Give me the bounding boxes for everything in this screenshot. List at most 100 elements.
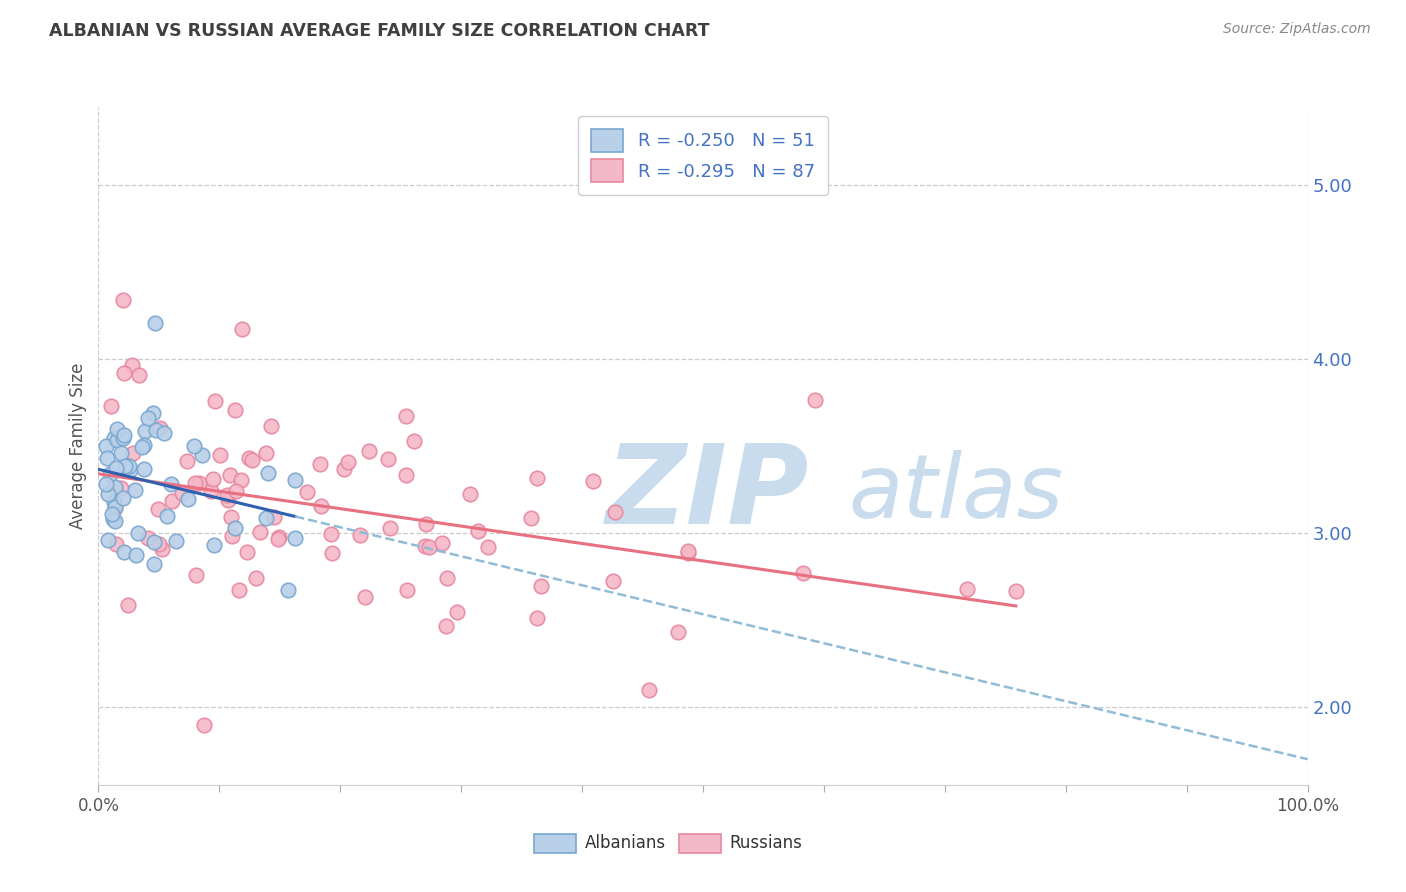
Point [165,534,187,549]
Point [219,509,242,524]
Point [415,540,437,554]
Point [118,462,141,476]
Point [107,434,129,448]
Point [200,484,222,499]
Point [260,419,283,434]
Point [114,459,136,474]
Point [803,393,825,408]
Point [477,540,499,554]
Point [436,618,458,632]
Point [96,477,118,491]
Point [666,624,689,639]
Point [184,567,207,582]
Point [235,545,257,559]
Point [136,531,159,545]
Point [240,453,263,467]
Point [309,457,332,471]
Point [225,484,247,499]
Point [526,611,548,625]
Point [100,399,122,413]
Point [378,521,401,535]
Point [254,511,277,525]
Point [112,491,135,506]
Point [112,427,135,442]
Point [110,481,132,495]
Point [228,583,250,598]
Point [142,407,165,421]
Point [333,462,356,476]
Point [396,583,419,598]
Point [183,476,205,491]
Point [134,424,156,438]
Point [520,511,543,525]
Point [467,524,489,539]
Point [104,500,127,515]
Point [395,409,418,423]
Point [605,505,627,519]
Point [676,544,699,558]
Point [229,473,252,487]
Point [446,605,468,619]
Point [221,529,243,543]
Point [103,495,125,509]
Point [249,525,271,540]
Point [1005,583,1028,598]
Point [190,448,212,462]
Point [309,499,332,513]
Point [956,582,979,596]
Point [319,526,342,541]
Point [204,393,226,408]
Point [176,454,198,468]
Point [337,455,360,469]
Point [357,443,380,458]
Point [354,590,377,604]
Point [122,446,145,460]
Point [188,476,211,491]
Point [134,461,156,475]
FancyBboxPatch shape [534,834,576,853]
Point [284,473,307,487]
Point [97,487,120,501]
Point [105,536,128,550]
Point [104,514,127,528]
Point [148,502,170,516]
Point [193,718,215,732]
Point [269,530,291,544]
Point [150,542,173,557]
Point [267,533,290,547]
Point [224,403,246,417]
Point [530,578,553,592]
Point [148,421,170,435]
Point [105,422,128,436]
Point [97,533,120,547]
Point [136,411,159,425]
Point [295,484,318,499]
Point [104,479,127,493]
Point [277,583,299,598]
Point [160,477,183,491]
Point [582,474,605,488]
Point [283,531,305,545]
Point [254,446,277,460]
Point [458,487,481,501]
Point [104,500,127,514]
Point [110,446,132,460]
Point [792,566,814,580]
Point [201,472,224,486]
Point [112,366,135,380]
Point [96,450,118,465]
Point [263,510,285,524]
Point [103,431,125,445]
Text: Source: ZipAtlas.com: Source: ZipAtlas.com [1223,22,1371,37]
Point [432,535,454,549]
Point [402,434,425,448]
Y-axis label: Average Family Size: Average Family Size [69,363,87,529]
Point [394,467,416,482]
Point [121,358,143,372]
Point [217,492,239,507]
Point [377,451,399,466]
Point [602,574,624,588]
Point [202,538,225,552]
Point [145,423,167,437]
Text: Albanians: Albanians [585,834,665,852]
